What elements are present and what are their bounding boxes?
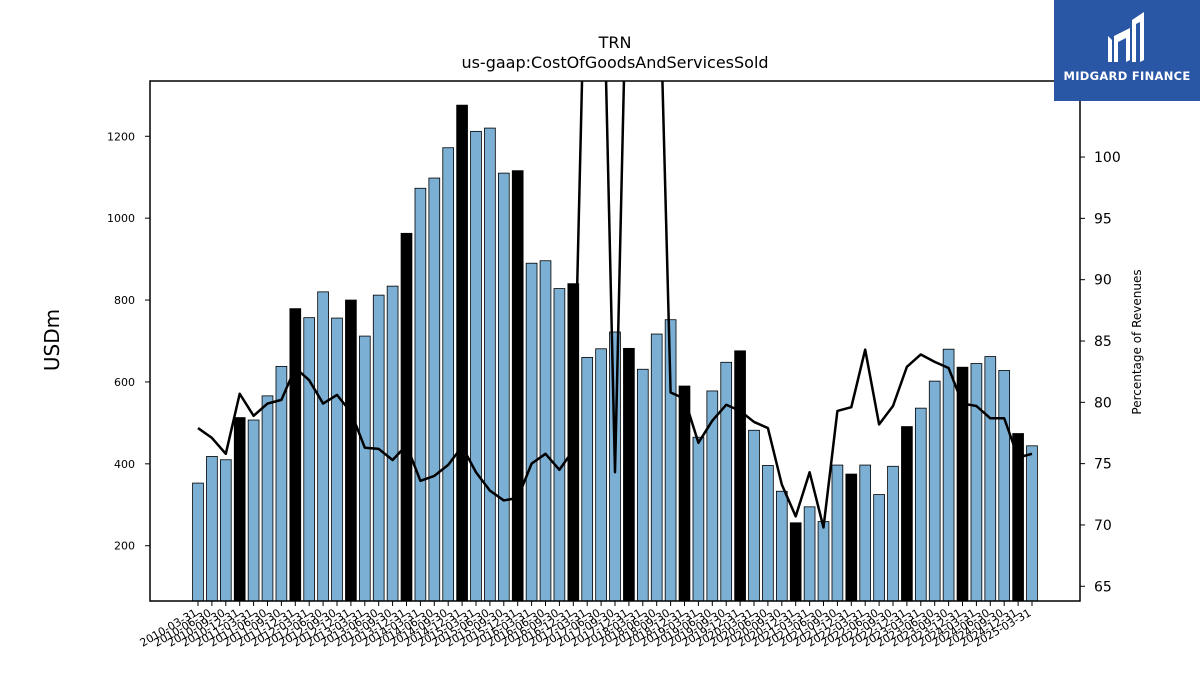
bar bbox=[762, 465, 774, 601]
bar bbox=[331, 317, 343, 601]
bar bbox=[775, 490, 788, 601]
bar bbox=[984, 356, 997, 601]
bar bbox=[247, 419, 260, 601]
y2-tick-label: 80 bbox=[1094, 395, 1112, 411]
bar bbox=[581, 356, 594, 601]
bar bbox=[484, 127, 496, 601]
bar-series bbox=[192, 104, 1038, 601]
bar bbox=[275, 365, 288, 601]
y2-tick-label: 75 bbox=[1094, 457, 1112, 473]
x-axis: 2010-03-312010-06-302010-09-302010-12-31… bbox=[138, 601, 1034, 650]
bar bbox=[400, 232, 413, 601]
y2-tick-label: 100 bbox=[1094, 150, 1121, 166]
bar bbox=[553, 288, 566, 601]
bar bbox=[720, 361, 733, 601]
y-tick-label: 400 bbox=[114, 458, 135, 471]
y-axis-right: 65 70 75 80 85 90 95 100 bbox=[1080, 150, 1121, 595]
bar bbox=[428, 177, 441, 601]
y2-tick-label: 95 bbox=[1094, 211, 1112, 227]
bar bbox=[345, 299, 357, 601]
y-axis-label: USDm bbox=[40, 308, 64, 372]
bar bbox=[595, 348, 607, 601]
bar bbox=[831, 464, 844, 601]
bar bbox=[678, 385, 691, 601]
bar bbox=[817, 521, 830, 601]
y-tick-label: 1000 bbox=[107, 212, 135, 225]
y-tick-label: 1200 bbox=[107, 130, 135, 143]
bar bbox=[497, 172, 510, 601]
bar bbox=[706, 390, 719, 601]
bar bbox=[623, 347, 635, 601]
y-tick-label: 600 bbox=[114, 376, 135, 389]
bar bbox=[511, 170, 524, 601]
bar bbox=[219, 459, 232, 601]
brand-logo: MIDGARD FINANCE bbox=[1054, 0, 1200, 101]
logo-mark-icon bbox=[1108, 12, 1144, 62]
bar bbox=[748, 429, 760, 601]
bar bbox=[261, 395, 274, 601]
bar bbox=[386, 285, 399, 601]
bar bbox=[539, 260, 552, 601]
bar bbox=[914, 407, 927, 601]
logo-text: MIDGARD FINANCE bbox=[1063, 69, 1191, 83]
bar bbox=[442, 147, 455, 601]
y-axis-left: 200 400 600 800 1000 1200 bbox=[107, 130, 150, 553]
bar bbox=[970, 363, 983, 601]
bar bbox=[470, 130, 482, 601]
bar bbox=[845, 473, 858, 601]
chart-subtitle: us-gaap:CostOfGoodsAndServicesSold bbox=[461, 53, 769, 72]
bar bbox=[998, 370, 1011, 601]
bar bbox=[803, 506, 816, 601]
bar bbox=[206, 456, 218, 601]
y-tick-label: 200 bbox=[114, 540, 135, 553]
bar bbox=[303, 317, 316, 601]
line-series bbox=[197, 81, 1033, 529]
bar bbox=[358, 335, 371, 601]
y-tick-label: 800 bbox=[114, 294, 135, 307]
bar bbox=[650, 333, 663, 601]
bar bbox=[664, 319, 677, 601]
bar bbox=[789, 522, 802, 601]
bar bbox=[1026, 445, 1038, 601]
bar bbox=[859, 464, 872, 601]
bar bbox=[734, 350, 746, 601]
bar bbox=[636, 368, 649, 601]
y2-tick-label: 90 bbox=[1094, 273, 1112, 289]
line-path bbox=[197, 81, 1033, 529]
bar bbox=[233, 417, 246, 601]
bar bbox=[456, 104, 468, 601]
bar bbox=[317, 291, 329, 601]
bar bbox=[414, 187, 427, 601]
y2-tick-label: 65 bbox=[1094, 579, 1112, 595]
chart-title: TRN bbox=[598, 33, 632, 52]
y2-tick-label: 85 bbox=[1094, 334, 1112, 350]
bar bbox=[928, 380, 941, 601]
bar bbox=[873, 494, 885, 601]
bar bbox=[525, 262, 538, 601]
y2-axis-label: Percentage of Revenues bbox=[1130, 269, 1144, 415]
bar bbox=[289, 308, 302, 601]
bar bbox=[1012, 433, 1024, 601]
bar bbox=[901, 426, 913, 601]
bar bbox=[942, 348, 955, 601]
y2-tick-label: 70 bbox=[1094, 518, 1112, 534]
bar bbox=[887, 465, 899, 601]
bar bbox=[692, 436, 705, 601]
bar bbox=[192, 482, 204, 601]
